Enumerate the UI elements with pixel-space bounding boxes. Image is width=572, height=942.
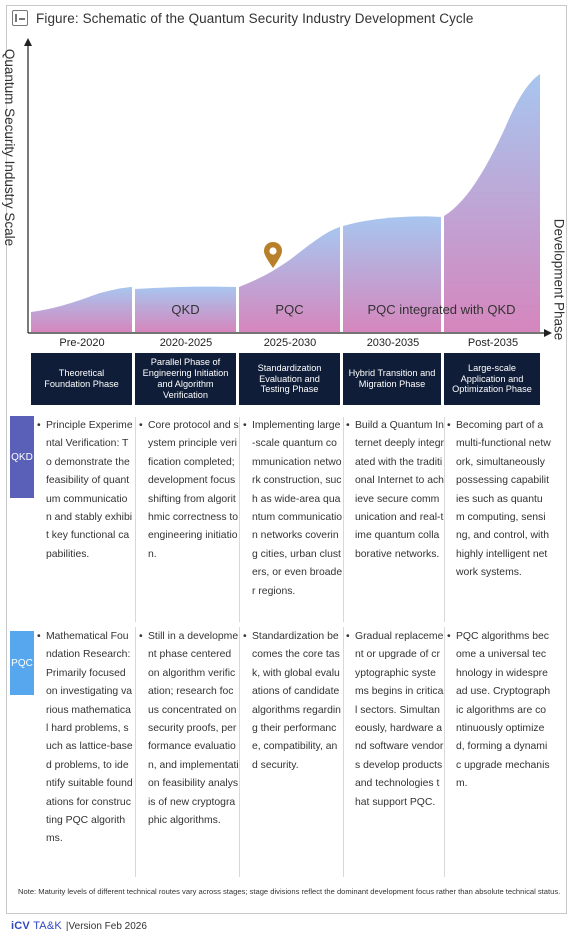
column-divider <box>444 417 445 622</box>
curve-label-qkd: QKD <box>171 302 200 317</box>
y-axis-label: Quantum Security Industry Scale <box>2 48 18 246</box>
qkd-cell-pre-2020: Principle Experimental Verification: To … <box>37 417 133 564</box>
period-label-pre-2020: Pre-2020 <box>59 337 105 349</box>
figure-title-row: Figure: Schematic of the Quantum Securit… <box>12 8 474 28</box>
period-label-post-2035: Post-2035 <box>467 337 519 349</box>
pqc-cell-pre-2020: Mathematical Foundation Research: Primar… <box>37 628 133 849</box>
stage-area-pre-2020 <box>31 287 132 332</box>
column-divider <box>239 417 240 622</box>
footnote: Note: Maturity levels of different techn… <box>18 887 561 896</box>
column-divider <box>343 627 344 877</box>
y-axis-arrow <box>24 38 32 46</box>
figure-frame <box>6 5 567 914</box>
qkd-cell-2030-2035: Build a Quantum Internet deeply integrat… <box>346 417 444 564</box>
x-axis-label: Development Phase <box>551 218 567 340</box>
version-label: |Version Feb 2026 <box>65 920 147 932</box>
industry-curve-chart <box>24 38 552 337</box>
phase-box-parallel: Parallel Phase of Engineering Initiation… <box>135 353 236 405</box>
phase-box-hybrid: Hybrid Transition and Migration Phase <box>343 353 441 405</box>
location-pin-icon <box>264 242 282 268</box>
stage-area-2020-2025 <box>135 286 236 332</box>
phase-box-standardization: Standardization Evaluation and Testing P… <box>239 353 340 405</box>
track-tag-pqc: PQC <box>10 631 34 695</box>
phase-box-large-scale: Large-scale Application and Optimization… <box>444 353 540 405</box>
qkd-cell-2025-2030: Implementing large-scale quantum communi… <box>243 417 343 601</box>
column-divider <box>239 627 240 877</box>
period-label-2020-2025: 2020-2025 <box>159 337 213 349</box>
curve-label-pqc: PQC <box>275 302 304 317</box>
period-label-2025-2030: 2025-2030 <box>263 337 317 349</box>
track-tag-qkd: QKD <box>10 416 34 498</box>
x-axis-arrow <box>544 329 552 337</box>
pqc-cell-2025-2030: Standardization becomes the core task, w… <box>243 628 343 775</box>
curve-label-hybrid: PQC integrated with QKD <box>367 302 516 317</box>
qkd-cell-post-2035: Becoming part of a multi-functional netw… <box>447 417 551 583</box>
figure-title: Figure: Schematic of the Quantum Securit… <box>36 10 474 26</box>
pqc-cell-post-2035: PQC algorithms become a universal techno… <box>447 628 551 794</box>
stage-area-post-2035 <box>444 74 540 332</box>
figure-icon <box>12 10 28 26</box>
column-divider <box>444 627 445 877</box>
column-divider <box>135 417 136 622</box>
brand-logo: iCV TA&K <box>11 920 62 932</box>
pqc-cell-2020-2025: Still in a development phase centered on… <box>139 628 239 830</box>
column-divider <box>135 627 136 877</box>
qkd-cell-2020-2025: Core protocol and system principle verif… <box>139 417 239 564</box>
phase-box-theoretical: Theoretical Foundation Phase <box>31 353 132 405</box>
pqc-cell-2030-2035: Gradual replacement or upgrade of crypto… <box>346 628 444 812</box>
stage-area-2030-2035 <box>343 216 441 332</box>
stage-area-2025-2030 <box>239 227 340 332</box>
period-label-2030-2035: 2030-2035 <box>366 337 420 349</box>
footer: iCV TA&K |Version Feb 2026 <box>11 920 147 932</box>
column-divider <box>343 417 344 622</box>
